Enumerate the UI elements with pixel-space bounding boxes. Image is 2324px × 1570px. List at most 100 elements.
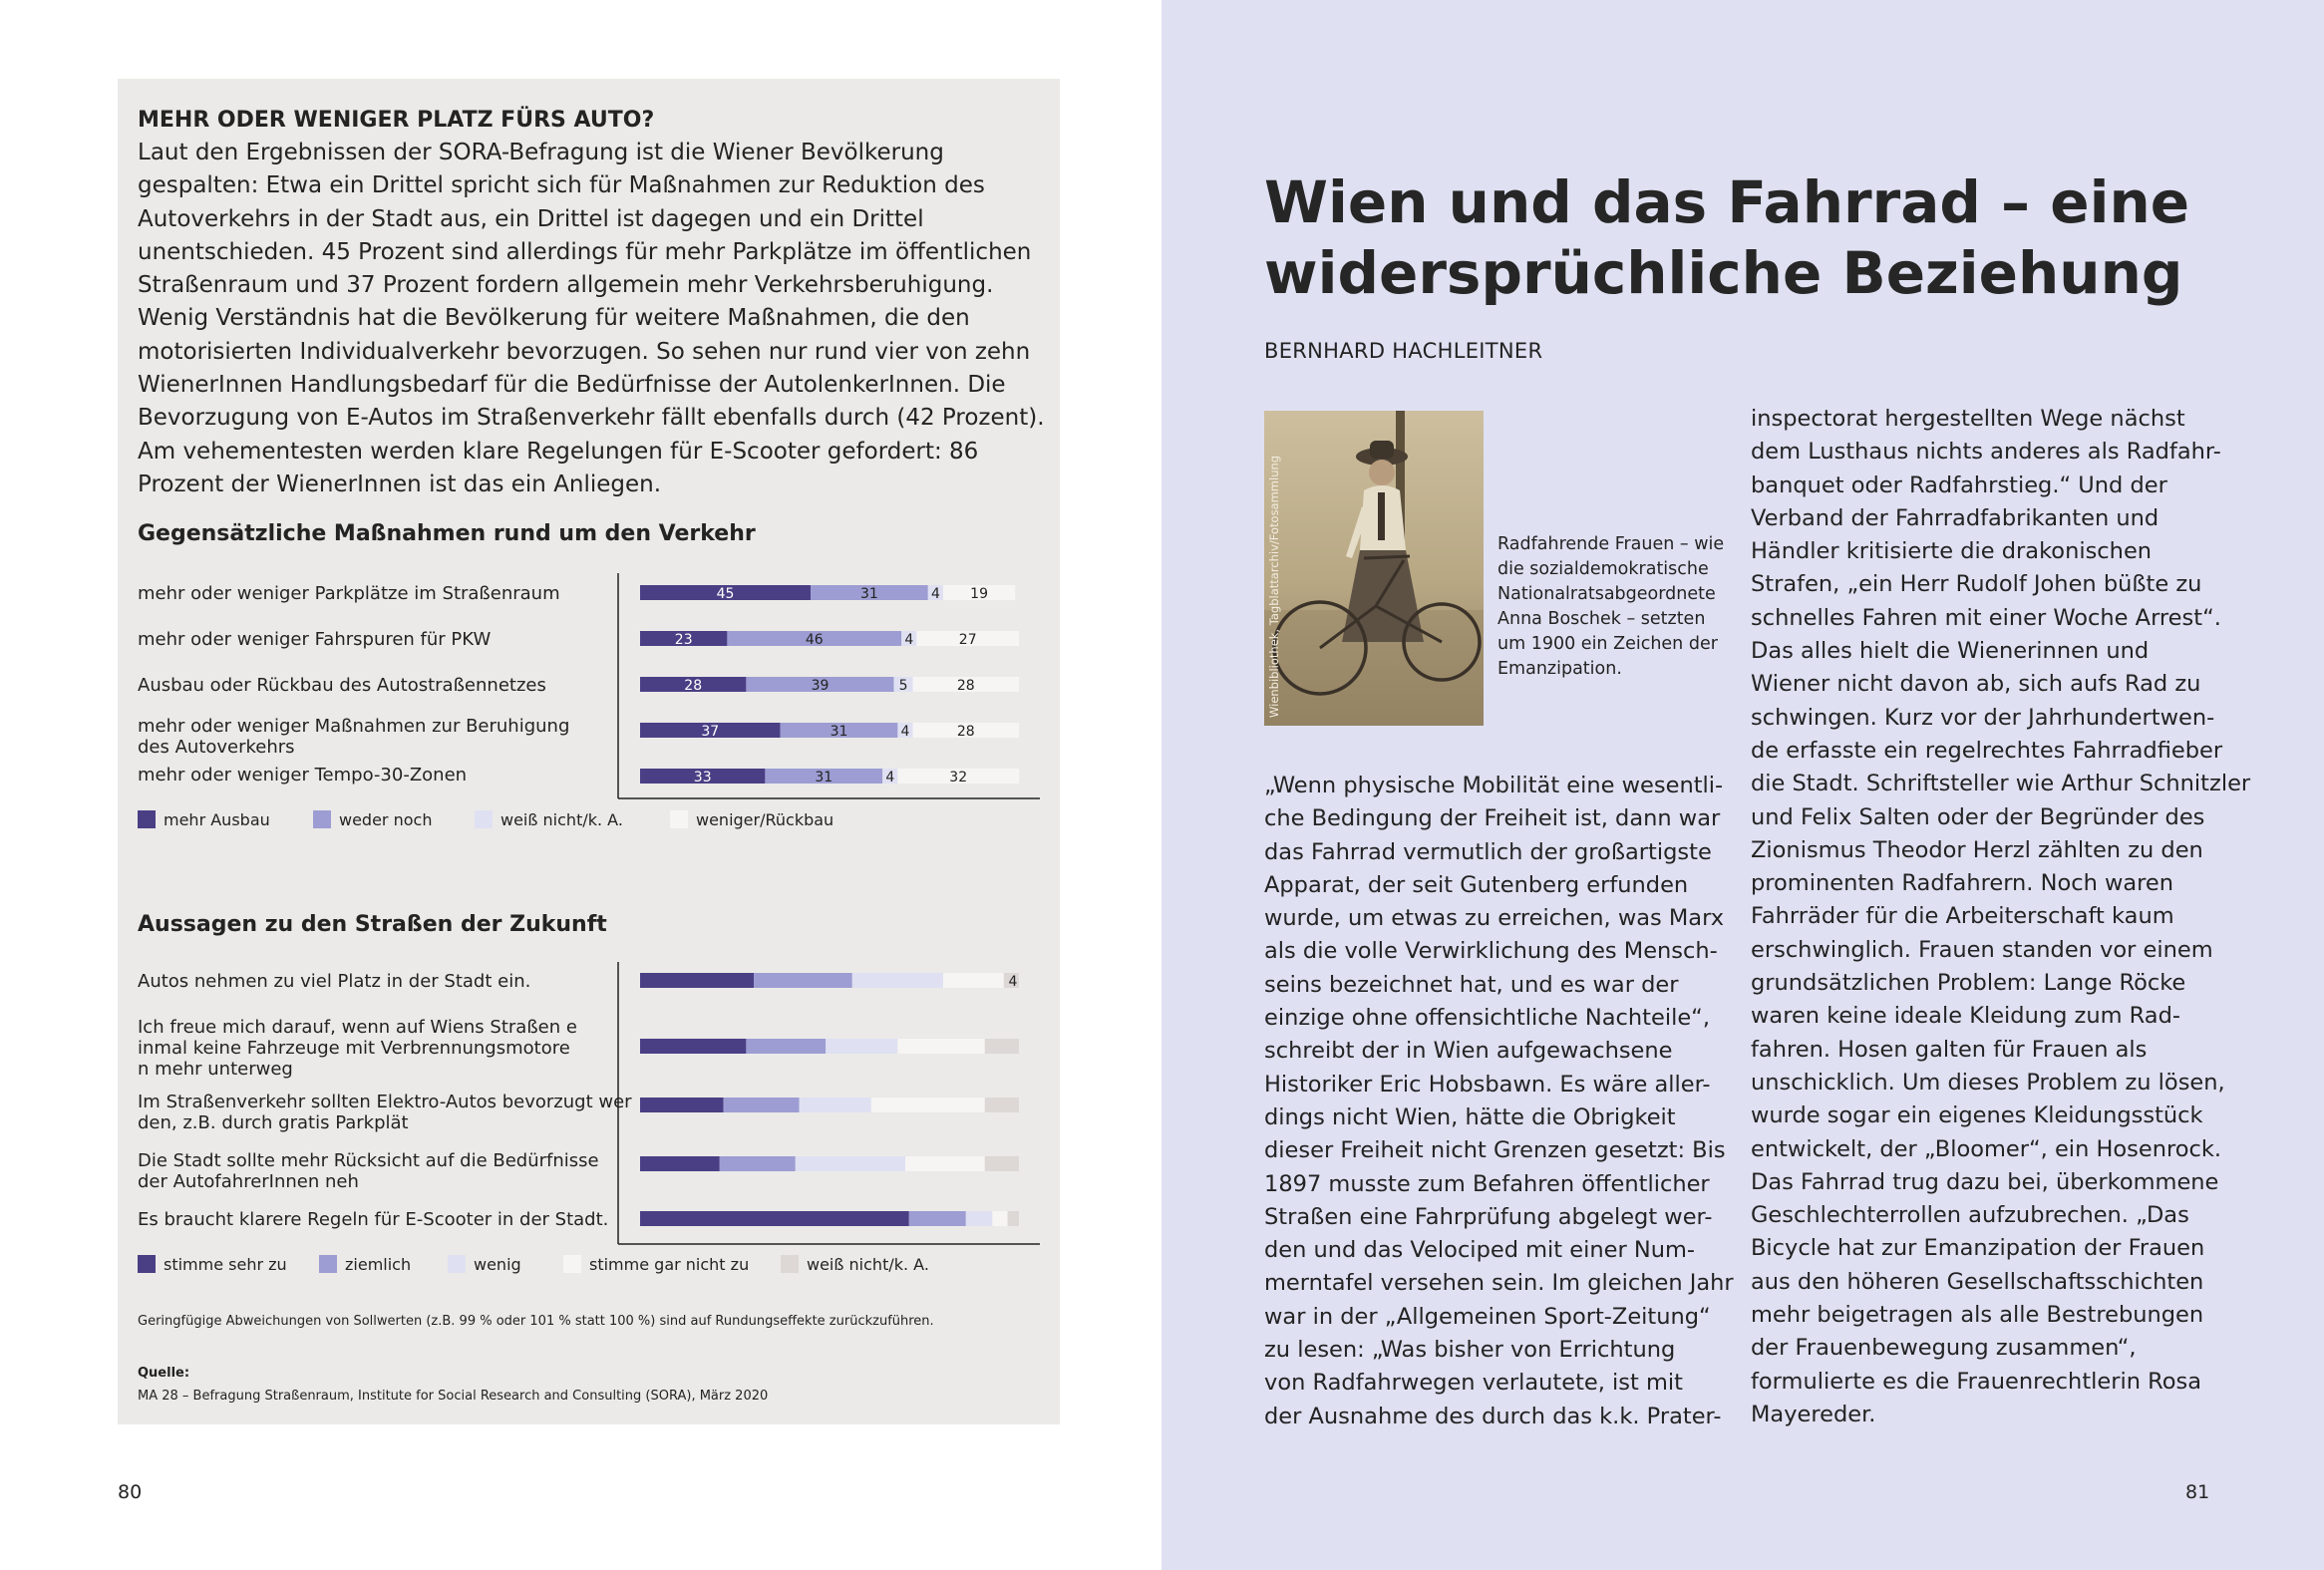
chart1-bar-value: 28 bbox=[957, 678, 975, 694]
footnote: Geringfügige Abweichungen von Sollwerten… bbox=[138, 1314, 934, 1329]
col1-line: zu lesen: „Was bisher von Errichtung bbox=[1264, 1337, 1676, 1364]
col1-line: den und das Velociped mit einer Num- bbox=[1264, 1237, 1695, 1264]
col2-line: Händler kritisierte die drakonischen bbox=[1751, 538, 2153, 565]
chart2-bar-segment bbox=[905, 1156, 985, 1171]
col2-line: schwingen. Kurz vor der Jahrhundertwen- bbox=[1751, 704, 2215, 731]
chart2-bar-segment bbox=[746, 1039, 827, 1054]
col2-line: inspectorat hergestellten Wege nächst bbox=[1751, 406, 2185, 432]
chart1-bar-value: 4 bbox=[931, 586, 940, 602]
col1-line: von Radfahrwegen verlautete, ist mit bbox=[1264, 1370, 1683, 1397]
chart1-bar-value: 33 bbox=[694, 770, 712, 785]
chart1-bar-segment bbox=[882, 769, 898, 784]
chart1-bar-value: 27 bbox=[959, 632, 977, 648]
chart1-bar-value: 19 bbox=[970, 586, 988, 602]
chart1-category-label: mehr oder weniger Maßnahmen zur Beruhigu… bbox=[138, 716, 569, 758]
chart1-bar-value: 23 bbox=[675, 632, 693, 648]
col1-line: Straßen eine Fahrprüfung abgelegt wer- bbox=[1264, 1203, 1713, 1230]
chart2-category-label: Es braucht klarere Regeln für E-Scooter … bbox=[138, 1209, 608, 1230]
chart1-bar-segment bbox=[897, 723, 913, 738]
source-label: Quelle: bbox=[138, 1366, 190, 1381]
chart2-bar-segment bbox=[799, 1098, 871, 1112]
col2-line: Zionismus Theodor Herzl zählten zu den bbox=[1751, 836, 2203, 863]
col1-line: merntafel versehen sein. Im gleichen Jah… bbox=[1264, 1270, 1734, 1297]
chart2-annotation: 4 bbox=[1009, 974, 1018, 990]
chart1-bar-value: 32 bbox=[949, 770, 967, 785]
col2-line: wurde sogar ein eigenes Kleidungsstück bbox=[1751, 1102, 2203, 1129]
col2-line: der Frauenbewegung zusammen“, bbox=[1751, 1335, 2137, 1362]
chart1-bar-segment bbox=[943, 585, 1016, 600]
col2-line: unschicklich. Um dieses Problem zu lösen… bbox=[1751, 1069, 2225, 1096]
col2-line: prominenten Radfahrern. Noch waren bbox=[1751, 870, 2174, 897]
chart1-legend-label: weniger/Rückbau bbox=[696, 810, 833, 829]
col2-line: Das Fahrrad trug dazu bei, überkommene bbox=[1751, 1168, 2219, 1195]
col2-line: Verband der Fahrradfabrikanten und bbox=[1751, 504, 2159, 531]
chart2-bar-segment bbox=[908, 1211, 966, 1226]
title-line-1: Wien und das Fahrrad – eine bbox=[1264, 168, 2190, 236]
chart2-bar-segment bbox=[965, 1211, 993, 1226]
chart1-bar-value: 4 bbox=[904, 632, 913, 648]
chart1-legend-label: weiß nicht/k. A. bbox=[500, 810, 623, 829]
photo-credit: Wienbibliothek, Tagblattarchiv/Fotosamml… bbox=[1267, 456, 1281, 718]
col1-line: che Bedingung der Freiheit ist, dann war bbox=[1264, 805, 1721, 832]
col1-line: Apparat, der seit Gutenberg erfunden bbox=[1264, 871, 1689, 898]
col2-line: fahren. Hosen galten für Frauen als bbox=[1751, 1036, 2148, 1063]
chart2-legend-label: ziemlich bbox=[345, 1255, 411, 1274]
chart1-title: Gegensätzliche Maßnahmen rund um den Ver… bbox=[138, 521, 756, 546]
chart1-legend-swatch bbox=[670, 810, 688, 828]
col2-line: dem Lusthaus nichts anderes als Radfahr- bbox=[1751, 439, 2221, 466]
chart1-bar-value: 4 bbox=[901, 724, 910, 740]
chart2-category-label: Die Stadt sollte mehr Rücksicht auf die … bbox=[138, 1150, 599, 1192]
col2-line: mehr beigetragen als alle Bestrebungen bbox=[1751, 1302, 2204, 1329]
chart2-bar-segment bbox=[992, 1211, 1008, 1226]
chart2-bar-segment bbox=[826, 1039, 898, 1054]
chart1-bar-value: 46 bbox=[806, 632, 824, 648]
chart1-bar-value: 31 bbox=[815, 770, 832, 785]
source-text: MA 28 – Befragung Straßenraum, Institute… bbox=[138, 1389, 769, 1404]
col2-line: aus den höheren Gesellschaftsschichten bbox=[1751, 1268, 2204, 1295]
chart1-bar-segment bbox=[727, 631, 902, 646]
chart2-bar-segment bbox=[984, 1039, 1019, 1054]
chart1-bar-segment bbox=[780, 723, 898, 738]
chart1-bar-value: 31 bbox=[830, 724, 848, 740]
chart1-bar-value: 39 bbox=[812, 678, 830, 694]
col1-line: dieser Freiheit nicht Grenzen gesetzt: B… bbox=[1264, 1137, 1726, 1164]
chart1-bar-segment bbox=[893, 677, 913, 692]
chart1-category-label: mehr oder weniger Tempo-30-Zonen bbox=[138, 765, 467, 785]
chart2-bar-segment bbox=[640, 1098, 724, 1112]
photo-caption: Radfahrende Frauen – wie die sozialdemok… bbox=[1497, 534, 1725, 679]
chart2-bar-segment bbox=[897, 1039, 985, 1054]
col2-line: erschwinglich. Frauen standen vor einem bbox=[1751, 936, 2213, 963]
chart2-bar-segment bbox=[640, 1039, 747, 1054]
chart1-bar-value: 4 bbox=[885, 770, 894, 785]
chart1-bar-segment bbox=[640, 585, 811, 600]
article-column-1: „Wenn physische Mobilität eine wesentli-… bbox=[1264, 770, 1734, 1433]
chart1-bar-segment bbox=[912, 723, 1019, 738]
chart2-legend-swatch bbox=[781, 1255, 799, 1273]
chart2-bar-segment bbox=[723, 1098, 800, 1112]
col2-line: Mayereder. bbox=[1751, 1401, 1876, 1427]
col1-line: einzige ohne offensichtliche Nachteile“, bbox=[1264, 1005, 1710, 1032]
chart1-bar-segment bbox=[746, 677, 894, 692]
article-author: BERNHARD HACHLEITNER bbox=[1264, 339, 1543, 363]
col1-line: seins bezeichnet hat, und es war der bbox=[1264, 971, 1679, 998]
col1-line: wurde, um etwas zu erreichen, was Marx bbox=[1264, 905, 1725, 932]
col2-line: schnelles Fahren mit einer Woche Arrest“… bbox=[1751, 604, 2221, 631]
col2-line: grundsätzlichen Problem: Lange Röcke bbox=[1751, 970, 2186, 997]
col2-line: die Stadt. Schriftsteller wie Arthur Sch… bbox=[1751, 771, 2251, 797]
chart1-bar-segment bbox=[640, 677, 747, 692]
col2-line: de erfasste ein regelrechtes Fahrradfieb… bbox=[1751, 737, 2223, 764]
chart2-legend-swatch bbox=[448, 1255, 466, 1273]
col2-line: Strafen, „ein Herr Rudolf Johen büßte zu bbox=[1751, 571, 2202, 598]
col2-line: formulierte es die Frauenrechtlerin Rosa bbox=[1751, 1368, 2202, 1395]
chart2-category-label: Im Straßenverkehr sollten Elektro-Autos … bbox=[138, 1092, 632, 1133]
col1-line: Historiker Eric Hobsbawn. Es wäre aller- bbox=[1264, 1071, 1711, 1098]
chart2-bar-segment bbox=[719, 1156, 796, 1171]
chart2-bar-segment bbox=[870, 1098, 985, 1112]
col2-line: Das alles hielt die Wienerinnen und bbox=[1751, 638, 2150, 665]
chart2-category-label: Autos nehmen zu viel Platz in der Stadt … bbox=[138, 971, 530, 992]
col2-line: entwickelt, der „Bloomer“, ein Hosenrock… bbox=[1751, 1135, 2222, 1162]
article-title: Wien und das Fahrrad – eine widersprüchl… bbox=[1264, 167, 2261, 309]
chart2-legend-swatch bbox=[138, 1255, 156, 1273]
page-number-right: 81 bbox=[2185, 1481, 2210, 1503]
chart2-legend-swatch bbox=[319, 1255, 337, 1273]
